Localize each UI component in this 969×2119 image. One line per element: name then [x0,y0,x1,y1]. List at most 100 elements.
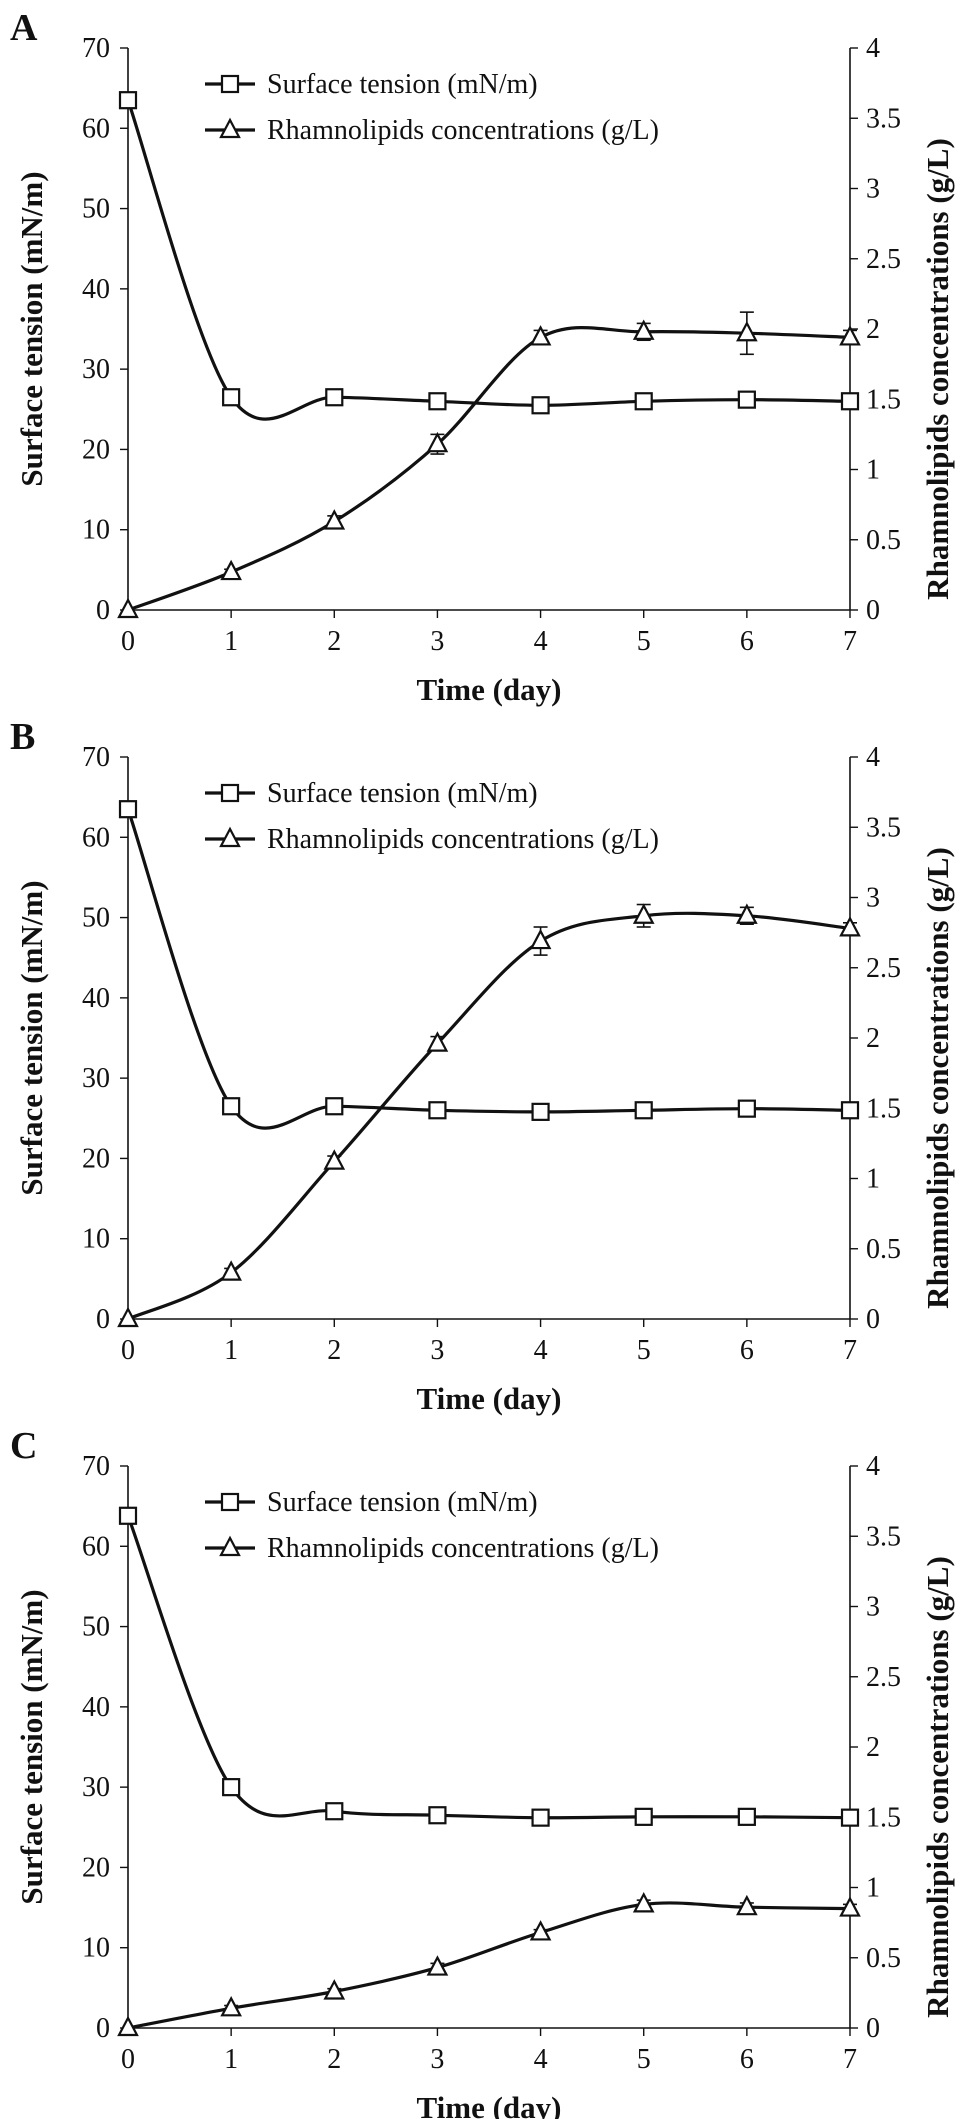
legend-triangle-marker [219,117,241,139]
left-y-tick-label: 10 [82,1224,110,1255]
x-tick-label: 4 [534,2044,548,2075]
left-y-tick-label: 70 [82,742,110,773]
triangle-marker [529,928,552,950]
triangle-marker [426,1031,449,1052]
square-marker [222,388,241,407]
legend-label: Surface tension (mN/m) [267,69,538,100]
left-y-tick-label: 0 [96,1304,110,1335]
left-y-tick-label: 50 [82,194,110,225]
right-y-tick-label: 1.5 [866,1093,901,1124]
left-y-tick-label: 20 [82,1143,110,1174]
triangle-marker [117,1306,139,1328]
x-tick-label: 6 [740,626,754,657]
right-y-tick-label: 0 [866,1304,880,1335]
x-tick-label: 1 [224,2044,238,2075]
left-y-tick-label: 10 [82,1933,110,1964]
panel-letter: A [10,7,38,49]
right-y-tick-label: 1 [866,1873,880,1904]
triangle-marker [426,1955,449,1976]
legend-label: Rhamnolipids concentrations (g/L) [267,824,659,855]
right-y-tick-label: 2 [866,1023,880,1054]
left-y-tick-label: 60 [82,113,110,144]
left-y-tick-label: 20 [82,1852,110,1883]
triangle-marker [323,509,346,530]
right-y-tick-label: 4 [866,742,880,773]
triangle-marker [736,1894,758,1916]
right-y-tick-label: 3 [866,1592,880,1623]
square-marker [531,1808,550,1827]
square-marker [634,392,653,411]
triangle-marker [632,319,655,340]
right-y-tick-label: 2 [866,1732,880,1763]
x-axis-title: Time (day) [417,1381,562,1416]
right-y-tick-label: 0.5 [866,1234,901,1265]
x-tick-label: 7 [843,2044,857,2075]
square-marker [531,396,550,415]
right-y-tick-label: 1 [866,1164,880,1195]
square-marker [840,392,860,411]
right-y-tick-label: 0.5 [866,525,901,556]
triangle-marker [117,2015,139,2037]
legend-label: Rhamnolipids concentrations (g/L) [267,1533,659,1564]
right-y-axis-title: Rhamnolipids concentrations (g/L) [920,138,955,600]
left-y-tick-label: 70 [82,1451,110,1482]
square-marker [428,1101,447,1120]
left-y-axis-title: Surface tension (mN/m) [14,880,49,1195]
square-marker [737,1099,756,1118]
square-marker [325,388,344,407]
square-marker [428,1806,447,1825]
x-tick-label: 1 [224,626,238,657]
x-tick-label: 6 [740,2044,754,2075]
x-tick-label: 5 [637,2044,651,2075]
x-axis-title: Time (day) [417,672,562,707]
square-marker [531,1102,550,1121]
x-tick-label: 2 [327,2044,341,2075]
triangle-marker [529,1920,552,1941]
x-tick-label: 7 [843,1335,857,1366]
left-y-tick-label: 0 [96,2013,110,2044]
series-line-surface-tension [126,99,851,421]
x-tick-label: 5 [637,626,651,657]
legend-label: Surface tension (mN/m) [267,1487,538,1518]
x-tick-label: 3 [430,626,444,657]
square-marker [737,390,756,409]
left-y-tick-label: 40 [82,983,110,1014]
left-y-tick-label: 60 [82,1531,110,1562]
right-y-tick-label: 1 [866,455,880,486]
x-tick-label: 3 [430,1335,444,1366]
square-marker [840,1808,860,1827]
square-marker [222,1778,241,1797]
right-y-tick-label: 0 [866,2013,880,2044]
panel-letter: C [10,1425,37,1467]
right-y-tick-label: 2.5 [866,244,901,275]
triangle-marker [426,431,449,453]
left-y-tick-label: 10 [82,515,110,546]
left-y-tick-label: 40 [82,274,110,305]
right-y-tick-label: 1.5 [866,1802,901,1833]
left-y-axis-title: Surface tension (mN/m) [14,171,49,486]
left-y-tick-label: 70 [82,33,110,64]
triangle-marker [220,1995,242,2017]
right-y-tick-label: 3.5 [866,103,901,134]
x-tick-label: 0 [121,626,135,657]
x-tick-label: 3 [430,2044,444,2075]
legend-square-marker [220,783,240,803]
left-y-tick-label: 0 [96,595,110,626]
legend-triangle-marker [219,826,241,848]
series-line-surface-tension [126,1515,851,1820]
right-y-tick-label: 3 [866,174,880,205]
panel-letter: B [10,716,35,758]
square-marker [840,1101,860,1120]
right-y-tick-label: 3.5 [866,812,901,843]
right-y-tick-label: 2 [866,314,880,345]
series-line-rhamnolipids [127,1901,851,2030]
square-marker [118,800,138,819]
right-y-axis-title: Rhamnolipids concentrations (g/L) [920,847,955,1309]
triangle-marker [736,903,758,924]
left-y-tick-label: 50 [82,903,110,934]
legend-triangle-marker [219,1535,241,1557]
